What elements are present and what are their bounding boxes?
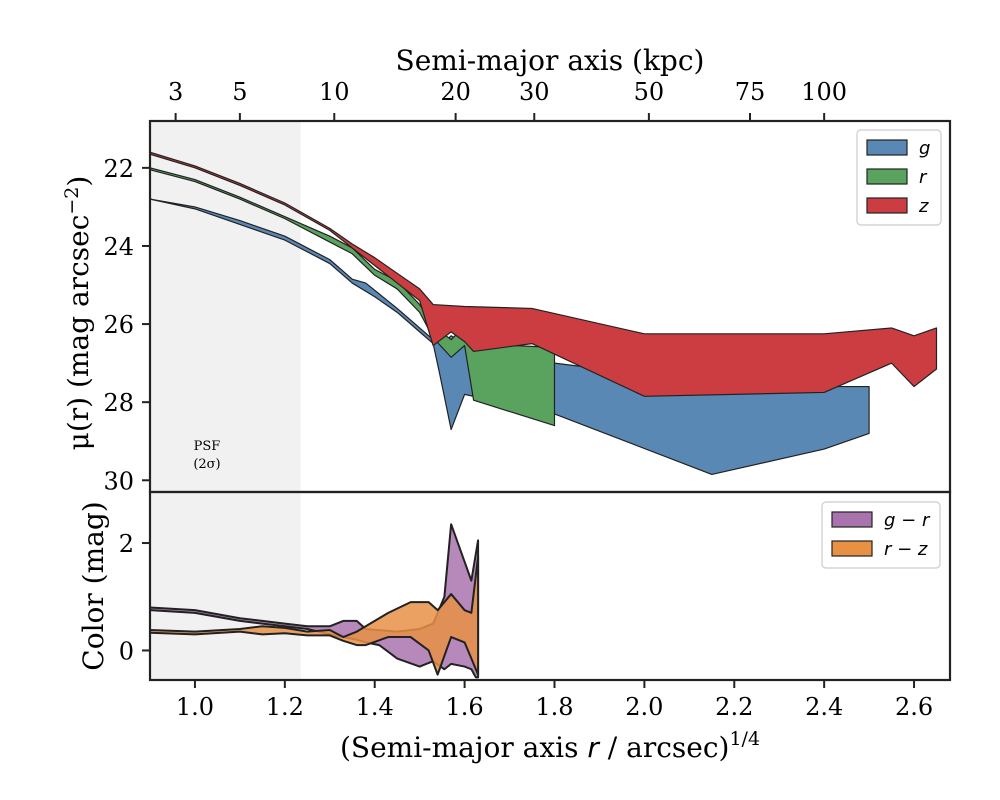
- legend-swatch: [831, 511, 873, 528]
- x-tick-label: 2.2: [715, 693, 753, 721]
- legend-label: r − z: [884, 539, 928, 560]
- legend-swatch: [831, 540, 873, 557]
- y-tick-label: 26: [103, 311, 134, 339]
- legend-label: g: [919, 138, 930, 159]
- top-tick-label: 20: [440, 78, 471, 106]
- top-tick-label: 30: [519, 78, 550, 106]
- y-tick-label: 2: [119, 530, 134, 558]
- bottom-y-axis-label: Color (mag): [77, 501, 110, 670]
- top-axis-label: Semi-major axis (kpc): [396, 44, 705, 77]
- legend-label: z: [918, 196, 929, 217]
- legend-swatch: [866, 197, 908, 214]
- x-axis-label: (Semi-major axis r / arcsec)1/4: [340, 728, 760, 764]
- series-band-1: [150, 555, 480, 676]
- psf-band: [150, 492, 301, 680]
- labels: Semi-major axis (kpc) μ(r) (mag arcsec−2…: [61, 44, 760, 764]
- x-tick-label: 1.4: [356, 693, 394, 721]
- top-panel: 22 24 26 28 30 3 5 10 20 30 50 75 100 grz: [103, 78, 952, 495]
- top-tick-label: 100: [801, 78, 847, 106]
- bottom-panel: 0 2 1.0 1.2 1.4 1.6 1.8 2.0 2.2 2.4 2.6 g − r r − z: [119, 490, 952, 721]
- legend-swatch: [866, 168, 908, 185]
- top-y-axis-label: μ(r) (mag arcsec−2): [61, 176, 95, 451]
- psf-band: [150, 121, 301, 492]
- top-tick-label: 3: [168, 78, 183, 106]
- top-tick-label: 10: [319, 78, 350, 106]
- x-tick-label: 1.2: [266, 693, 304, 721]
- series-band-0: [150, 198, 870, 476]
- x-tick-label: 2.4: [805, 693, 843, 721]
- psf-sigma-label: (2σ): [193, 457, 220, 472]
- y-tick-label: 22: [103, 155, 134, 183]
- plot-frame: [148, 490, 952, 682]
- legend-label: r: [919, 167, 928, 188]
- top-tick-label: 50: [634, 78, 665, 106]
- legend-swatch: [866, 139, 908, 156]
- x-tick-label: 1.8: [535, 693, 573, 721]
- y-tick-label: 30: [103, 467, 134, 495]
- x-tick-label: 2.0: [625, 693, 663, 721]
- x-tick-label: 1.6: [446, 693, 484, 721]
- x-tick-label: 1.0: [176, 693, 214, 721]
- y-tick-label: 28: [103, 389, 134, 417]
- series-band-1: [150, 167, 556, 427]
- top-tick-label: 5: [232, 78, 247, 106]
- y-tick-label: 0: [119, 637, 134, 665]
- x-tick-label: 2.6: [895, 693, 933, 721]
- legend-label: g − r: [884, 510, 931, 531]
- psf-label: PSF: [194, 439, 221, 454]
- y-tick-label: 24: [103, 233, 134, 261]
- series-band-2: [150, 151, 938, 397]
- top-tick-label: 75: [735, 78, 766, 106]
